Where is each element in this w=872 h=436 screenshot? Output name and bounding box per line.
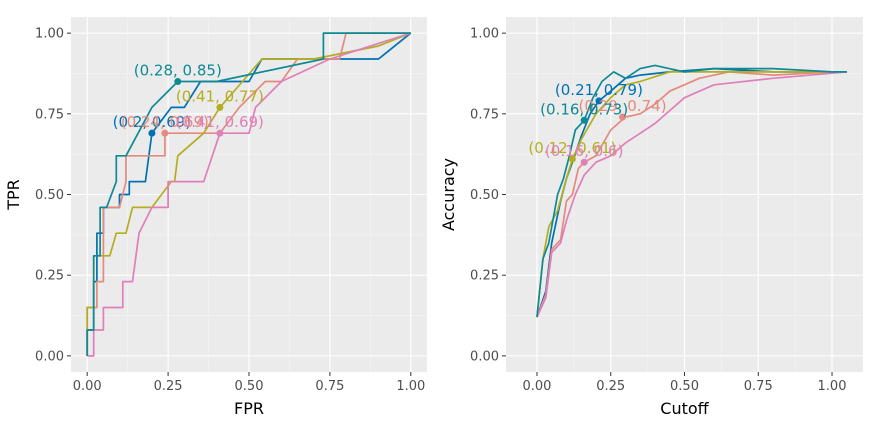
- highlight-label: (0.16, 0.73): [540, 100, 628, 118]
- highlight-label: (0.12, 0.61): [528, 139, 616, 157]
- series-lines: [86, 32, 412, 357]
- highlight-label: (0.21, 0.79): [555, 81, 643, 99]
- x-tick-label: 0.00: [73, 379, 102, 394]
- x-tick-label: 0.00: [523, 379, 552, 394]
- x-tick-label: 1.00: [396, 379, 425, 394]
- y-tick-label: 1.00: [35, 27, 64, 42]
- y-tick-label: 1.00: [470, 27, 499, 42]
- x-tick-label: 1.00: [818, 379, 847, 394]
- highlight-point: [568, 155, 576, 163]
- x-tick-label: 0.50: [670, 379, 699, 394]
- y-axis-title: TPR: [4, 179, 23, 211]
- x-tick-label: 0.25: [596, 379, 625, 394]
- highlight-point: [580, 158, 588, 166]
- highlight-point: [174, 78, 182, 86]
- highlight-point: [595, 97, 603, 105]
- x-tick-label: 0.75: [744, 379, 773, 394]
- y-tick-label: 0.50: [35, 188, 64, 203]
- chart-panel-left: 0.00 0.25 0.50 0.75 1.00 0.00 0.25 0.50 0.75 1.00…: [4, 17, 427, 418]
- y-tick-label: 0.00: [470, 349, 499, 364]
- highlight-label: (0.28, 0.85): [134, 62, 222, 80]
- highlight-point: [216, 129, 224, 137]
- series-line-series-5: [86, 32, 411, 356]
- highlight-point: [216, 103, 224, 111]
- x-axis-title: FPR: [234, 399, 264, 418]
- series-line-series-1: [86, 32, 412, 356]
- highlight-point: [580, 116, 588, 124]
- highlight-label: (0.2, 0.69): [113, 113, 192, 131]
- x-tick-label: 0.25: [154, 379, 183, 394]
- chart-panel-right: 0.00 0.25 0.50 0.75 1.00 0.00 0.25 0.50 0.75 1.00…: [439, 17, 863, 418]
- x-tick-label: 0.50: [235, 379, 264, 394]
- highlight-point: [619, 113, 627, 121]
- highlight-label: (0.29, 0.74): [579, 97, 667, 115]
- y-tick-label: 0.75: [35, 107, 64, 122]
- y-tick-label: 0.50: [470, 188, 499, 203]
- series-line-series-5: [536, 64, 847, 318]
- y-axis-title: Accuracy: [439, 158, 458, 231]
- highlight-label: (0.16, 0.6): [545, 142, 624, 160]
- y-tick-label: 0.75: [470, 107, 499, 122]
- x-axis-title: Cutoff: [660, 399, 709, 418]
- y-tick-label: 0.25: [35, 269, 64, 284]
- highlight-point: [161, 129, 169, 137]
- highlight-label: (0.41, 0.69): [176, 113, 264, 131]
- highlight-label: (0.24, 0.69): [121, 113, 209, 131]
- highlight-point: [148, 129, 156, 137]
- y-tick-label: 0.00: [35, 349, 64, 364]
- highlight-label: (0.41, 0.77): [176, 87, 264, 105]
- x-tick-label: 0.75: [315, 379, 344, 394]
- series-line-series-4: [87, 32, 412, 357]
- series-line-series-4: [536, 71, 847, 318]
- y-tick-label: 0.25: [470, 269, 499, 284]
